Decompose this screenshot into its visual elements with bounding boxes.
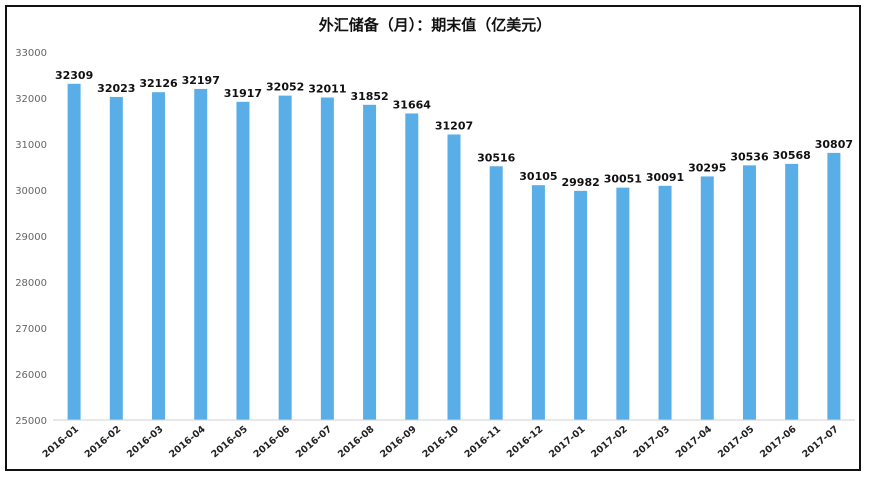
data-label: 31664 bbox=[393, 98, 432, 111]
data-label: 30091 bbox=[646, 171, 684, 184]
bar-2016-01 bbox=[67, 83, 81, 420]
data-label: 32126 bbox=[139, 77, 178, 90]
data-label: 32023 bbox=[97, 82, 135, 95]
x-tick-label: 2017-03 bbox=[632, 424, 672, 460]
x-tick-label: 2016-01 bbox=[41, 424, 81, 460]
bar-2016-12 bbox=[531, 185, 545, 420]
data-label: 30568 bbox=[773, 149, 811, 162]
x-tick-label: 2016-09 bbox=[378, 424, 418, 460]
bar-2017-03 bbox=[658, 185, 672, 420]
x-tick-label: 2017-07 bbox=[800, 424, 840, 460]
y-axis: 25000 26000 27000 28000 29000 30000 31000 32000… bbox=[15, 48, 47, 427]
bar-2017-05 bbox=[742, 165, 756, 420]
bar-2016-07 bbox=[320, 97, 334, 420]
data-label: 30051 bbox=[604, 173, 642, 186]
data-label: 31207 bbox=[435, 119, 473, 132]
data-label: 32197 bbox=[182, 74, 220, 87]
y-tick-label: 27000 bbox=[15, 324, 47, 335]
data-label: 30536 bbox=[730, 150, 769, 163]
x-tick-label: 2016-08 bbox=[336, 424, 377, 461]
data-label: 32052 bbox=[266, 81, 304, 94]
y-tick-label: 31000 bbox=[15, 140, 47, 151]
chart-title: 外汇储备（月）：期末值（亿美元） bbox=[318, 16, 552, 34]
data-label: 31917 bbox=[224, 87, 262, 100]
x-tick-label: 2016-11 bbox=[463, 424, 503, 460]
data-label: 32011 bbox=[308, 82, 346, 95]
x-axis: 2016-01 2016-02 2016-03 2016-04 2016-05 2016-… bbox=[41, 419, 855, 461]
x-tick-label: 2017-04 bbox=[674, 424, 715, 461]
data-labels: 32309 32023 32126 32197 31917 32052 32011 31852… bbox=[55, 69, 853, 189]
bar-2017-02 bbox=[616, 187, 630, 420]
y-tick-label: 33000 bbox=[15, 48, 47, 59]
data-label: 30105 bbox=[519, 170, 557, 183]
bar-2017-06 bbox=[785, 163, 799, 420]
chart-frame bbox=[5, 5, 861, 471]
bar-2016-04 bbox=[194, 88, 208, 421]
data-label: 29982 bbox=[561, 176, 599, 189]
y-tick-label: 29000 bbox=[15, 232, 47, 243]
x-tick-label: 2016-12 bbox=[505, 424, 545, 460]
bar-2016-10 bbox=[447, 134, 461, 420]
y-tick-label: 26000 bbox=[15, 370, 47, 381]
x-tick-label: 2016-10 bbox=[420, 424, 461, 461]
x-tick-label: 2016-07 bbox=[294, 424, 334, 460]
bar-2016-02 bbox=[109, 96, 123, 420]
x-tick-label: 2016-06 bbox=[252, 424, 293, 461]
data-label: 32309 bbox=[55, 69, 93, 82]
bars bbox=[67, 83, 841, 421]
bar-2016-06 bbox=[278, 95, 292, 420]
bar-2017-04 bbox=[700, 176, 714, 420]
data-label: 30807 bbox=[815, 138, 853, 151]
bar-2017-07 bbox=[827, 152, 841, 421]
x-tick-label: 2017-01 bbox=[547, 424, 587, 460]
y-tick-label: 32000 bbox=[15, 94, 47, 105]
data-label: 31852 bbox=[350, 90, 388, 103]
data-label: 30516 bbox=[477, 151, 516, 164]
y-tick-label: 25000 bbox=[15, 416, 47, 427]
y-tick-label: 28000 bbox=[15, 278, 47, 289]
bar-2016-08 bbox=[363, 104, 377, 421]
x-tick-label: 2016-04 bbox=[167, 424, 208, 461]
x-tick-label: 2017-06 bbox=[758, 424, 799, 461]
bar-2017-01 bbox=[574, 190, 588, 420]
bar-2016-09 bbox=[405, 113, 419, 421]
data-label: 30295 bbox=[688, 161, 726, 174]
x-tick-label: 2016-03 bbox=[125, 424, 165, 460]
bar-2016-11 bbox=[489, 166, 503, 420]
x-tick-label: 2017-05 bbox=[716, 424, 756, 460]
bar-2016-05 bbox=[236, 101, 250, 421]
x-tick-label: 2017-02 bbox=[589, 424, 629, 460]
x-tick-label: 2016-02 bbox=[83, 424, 123, 460]
x-tick-label: 2016-05 bbox=[209, 424, 249, 460]
y-tick-label: 30000 bbox=[15, 186, 47, 197]
bar-2016-03 bbox=[152, 92, 166, 420]
